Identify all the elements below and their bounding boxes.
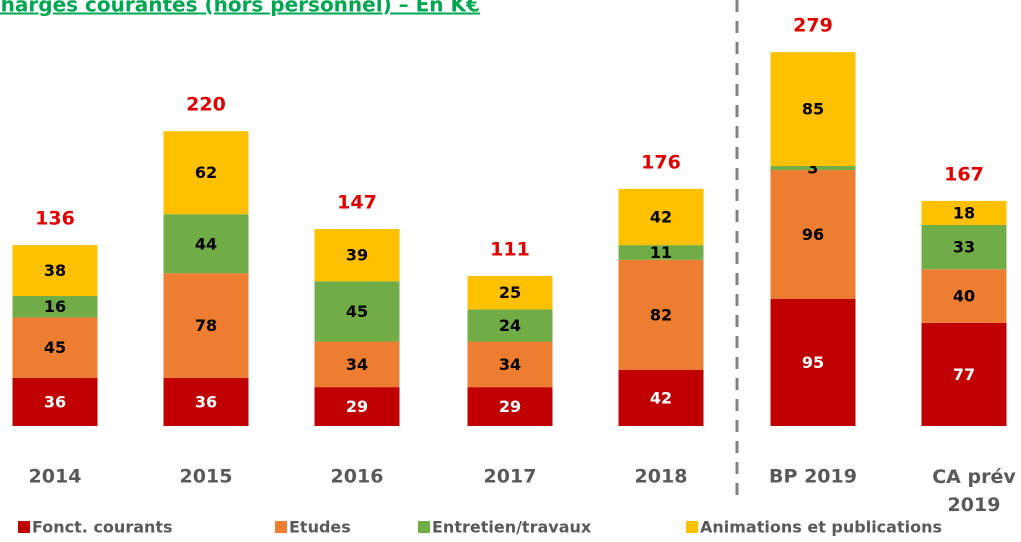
data-label: 62 xyxy=(195,163,217,182)
bar-segment xyxy=(12,317,98,378)
legend-swatch xyxy=(686,521,698,533)
bar-segment xyxy=(770,166,856,171)
legend-swatch xyxy=(275,521,287,533)
bar-segment xyxy=(618,369,704,426)
bar-segment xyxy=(770,52,856,167)
data-label: 3 xyxy=(807,159,818,178)
bar-segment xyxy=(314,281,400,342)
bar-segment xyxy=(770,170,856,299)
total-label: 167 xyxy=(944,163,984,185)
bar-segment xyxy=(163,214,249,274)
bar-segment xyxy=(314,387,400,426)
chart-title: Charges courantes (hors personnel) – En … xyxy=(0,0,480,17)
data-label: 77 xyxy=(953,365,975,384)
bar-segment xyxy=(163,273,249,378)
total-label: 147 xyxy=(337,192,377,214)
bar-segment xyxy=(921,322,1007,426)
bar-segment xyxy=(770,298,856,426)
x-tick-label: 2018 xyxy=(635,466,688,488)
data-label: 18 xyxy=(953,203,975,222)
bar-segment xyxy=(467,275,553,310)
bar-segment xyxy=(618,245,704,260)
x-tick-label: 2014 xyxy=(29,466,82,488)
data-label: 29 xyxy=(499,397,521,416)
data-label: 38 xyxy=(44,261,66,280)
x-tick-label: 2017 xyxy=(484,466,537,488)
legend-label: Fonct. courants xyxy=(32,518,173,537)
bar-segment xyxy=(467,387,553,426)
bar-segment xyxy=(467,341,553,388)
bar-segment xyxy=(921,225,1007,270)
data-label: 36 xyxy=(195,392,217,411)
data-label: 82 xyxy=(650,305,672,324)
bar-segment xyxy=(12,245,98,297)
total-label: 279 xyxy=(793,15,833,37)
legend-swatch xyxy=(18,521,30,533)
total-label: 136 xyxy=(35,208,75,230)
bar-segment xyxy=(467,309,553,342)
data-label: 29 xyxy=(346,397,368,416)
total-label: 220 xyxy=(186,94,226,116)
data-label: 45 xyxy=(44,338,66,357)
x-tick-label: 2015 xyxy=(180,466,233,488)
bar-segment xyxy=(618,259,704,370)
bar-segment xyxy=(163,131,249,215)
data-label: 78 xyxy=(195,316,217,335)
data-label: 40 xyxy=(953,287,975,306)
data-label: 25 xyxy=(499,283,521,302)
data-label: 85 xyxy=(802,100,824,119)
data-label: 16 xyxy=(44,297,66,316)
data-label: 42 xyxy=(650,388,672,407)
bar-segment xyxy=(163,377,249,426)
data-label: 33 xyxy=(953,238,975,257)
bar-segment xyxy=(618,188,704,246)
x-tick-label: CA prév 2019 xyxy=(932,466,1016,516)
data-label: 44 xyxy=(195,234,217,253)
data-label: 11 xyxy=(650,243,672,262)
total-label: 111 xyxy=(490,238,530,260)
data-label: 42 xyxy=(650,207,672,226)
data-label: 96 xyxy=(802,225,824,244)
total-label: 176 xyxy=(641,151,681,173)
bar-segment xyxy=(921,269,1007,323)
bar-segment xyxy=(314,229,400,282)
legend-label: Entretien/travaux xyxy=(432,518,592,537)
legend-label: Animations et publications xyxy=(700,518,942,537)
bar-segment xyxy=(314,341,400,388)
data-label: 95 xyxy=(802,353,824,372)
data-label: 45 xyxy=(346,302,368,321)
data-label: 34 xyxy=(499,355,521,374)
x-tick-label: 2016 xyxy=(331,466,384,488)
bar-segment xyxy=(921,200,1007,225)
legend-label: Etudes xyxy=(289,518,351,537)
data-label: 36 xyxy=(44,392,66,411)
data-label: 34 xyxy=(346,355,368,374)
data-label: 24 xyxy=(499,316,521,335)
bar-segment xyxy=(12,377,98,426)
legend-swatch xyxy=(418,521,430,533)
x-tick-label: BP 2019 xyxy=(769,466,857,488)
data-label: 39 xyxy=(346,246,368,265)
bar-segment xyxy=(12,296,98,318)
